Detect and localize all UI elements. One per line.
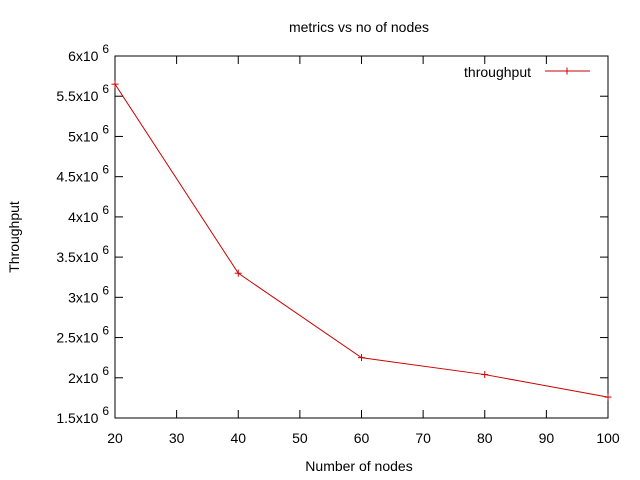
plot-area-border xyxy=(114,55,609,419)
y-axis-ticks: 1.5x10 6 2x10 6 2.5x10 6 3x10 6 3.5x10 6 4x10… xyxy=(56,42,608,426)
data-point xyxy=(604,393,612,401)
series-line-throughput xyxy=(114,83,609,398)
data-point xyxy=(481,371,489,379)
series-layer xyxy=(111,80,612,401)
y-tick-label: 5x10 6 xyxy=(68,122,109,144)
x-tick-label: 50 xyxy=(292,430,308,446)
legend-label-throughput: throughput xyxy=(464,64,531,80)
y-tick-label: 1.5x10 6 xyxy=(56,404,109,426)
y-tick-label: 3x10 6 xyxy=(68,283,109,305)
y-tick-label: 4x10 6 xyxy=(68,203,109,225)
y-tick-label: 4.5x10 6 xyxy=(56,163,109,185)
y-tick-label: 2x10 6 xyxy=(68,364,109,386)
data-point xyxy=(358,354,365,362)
x-tick-label: 70 xyxy=(415,430,431,446)
legend: throughput xyxy=(464,64,590,80)
y-tick-label: 6x10 6 xyxy=(68,42,109,64)
chart-title: metrics vs no of nodes xyxy=(289,19,429,35)
x-tick-label: 40 xyxy=(230,430,246,446)
y-axis-label: Throughput xyxy=(6,201,22,273)
x-tick-label: 90 xyxy=(539,430,555,446)
y-tick-label: 5.5x10 6 xyxy=(56,82,109,104)
x-axis-label: Number of nodes xyxy=(305,458,412,474)
x-tick-label: 60 xyxy=(354,430,370,446)
y-tick-label: 2.5x10 6 xyxy=(56,324,109,346)
x-tick-label: 30 xyxy=(169,430,185,446)
data-point xyxy=(234,269,242,277)
data-point xyxy=(111,80,119,88)
x-tick-label: 80 xyxy=(477,430,493,446)
x-tick-label: 100 xyxy=(596,430,620,446)
y-tick-label: 3.5x10 6 xyxy=(56,243,109,265)
legend-plus-marker xyxy=(563,67,571,75)
x-axis-ticks: 20 30 40 50 60 70 80 90 100 xyxy=(107,56,620,446)
x-tick-label: 20 xyxy=(107,430,123,446)
legend-marker-throughput xyxy=(563,67,571,75)
